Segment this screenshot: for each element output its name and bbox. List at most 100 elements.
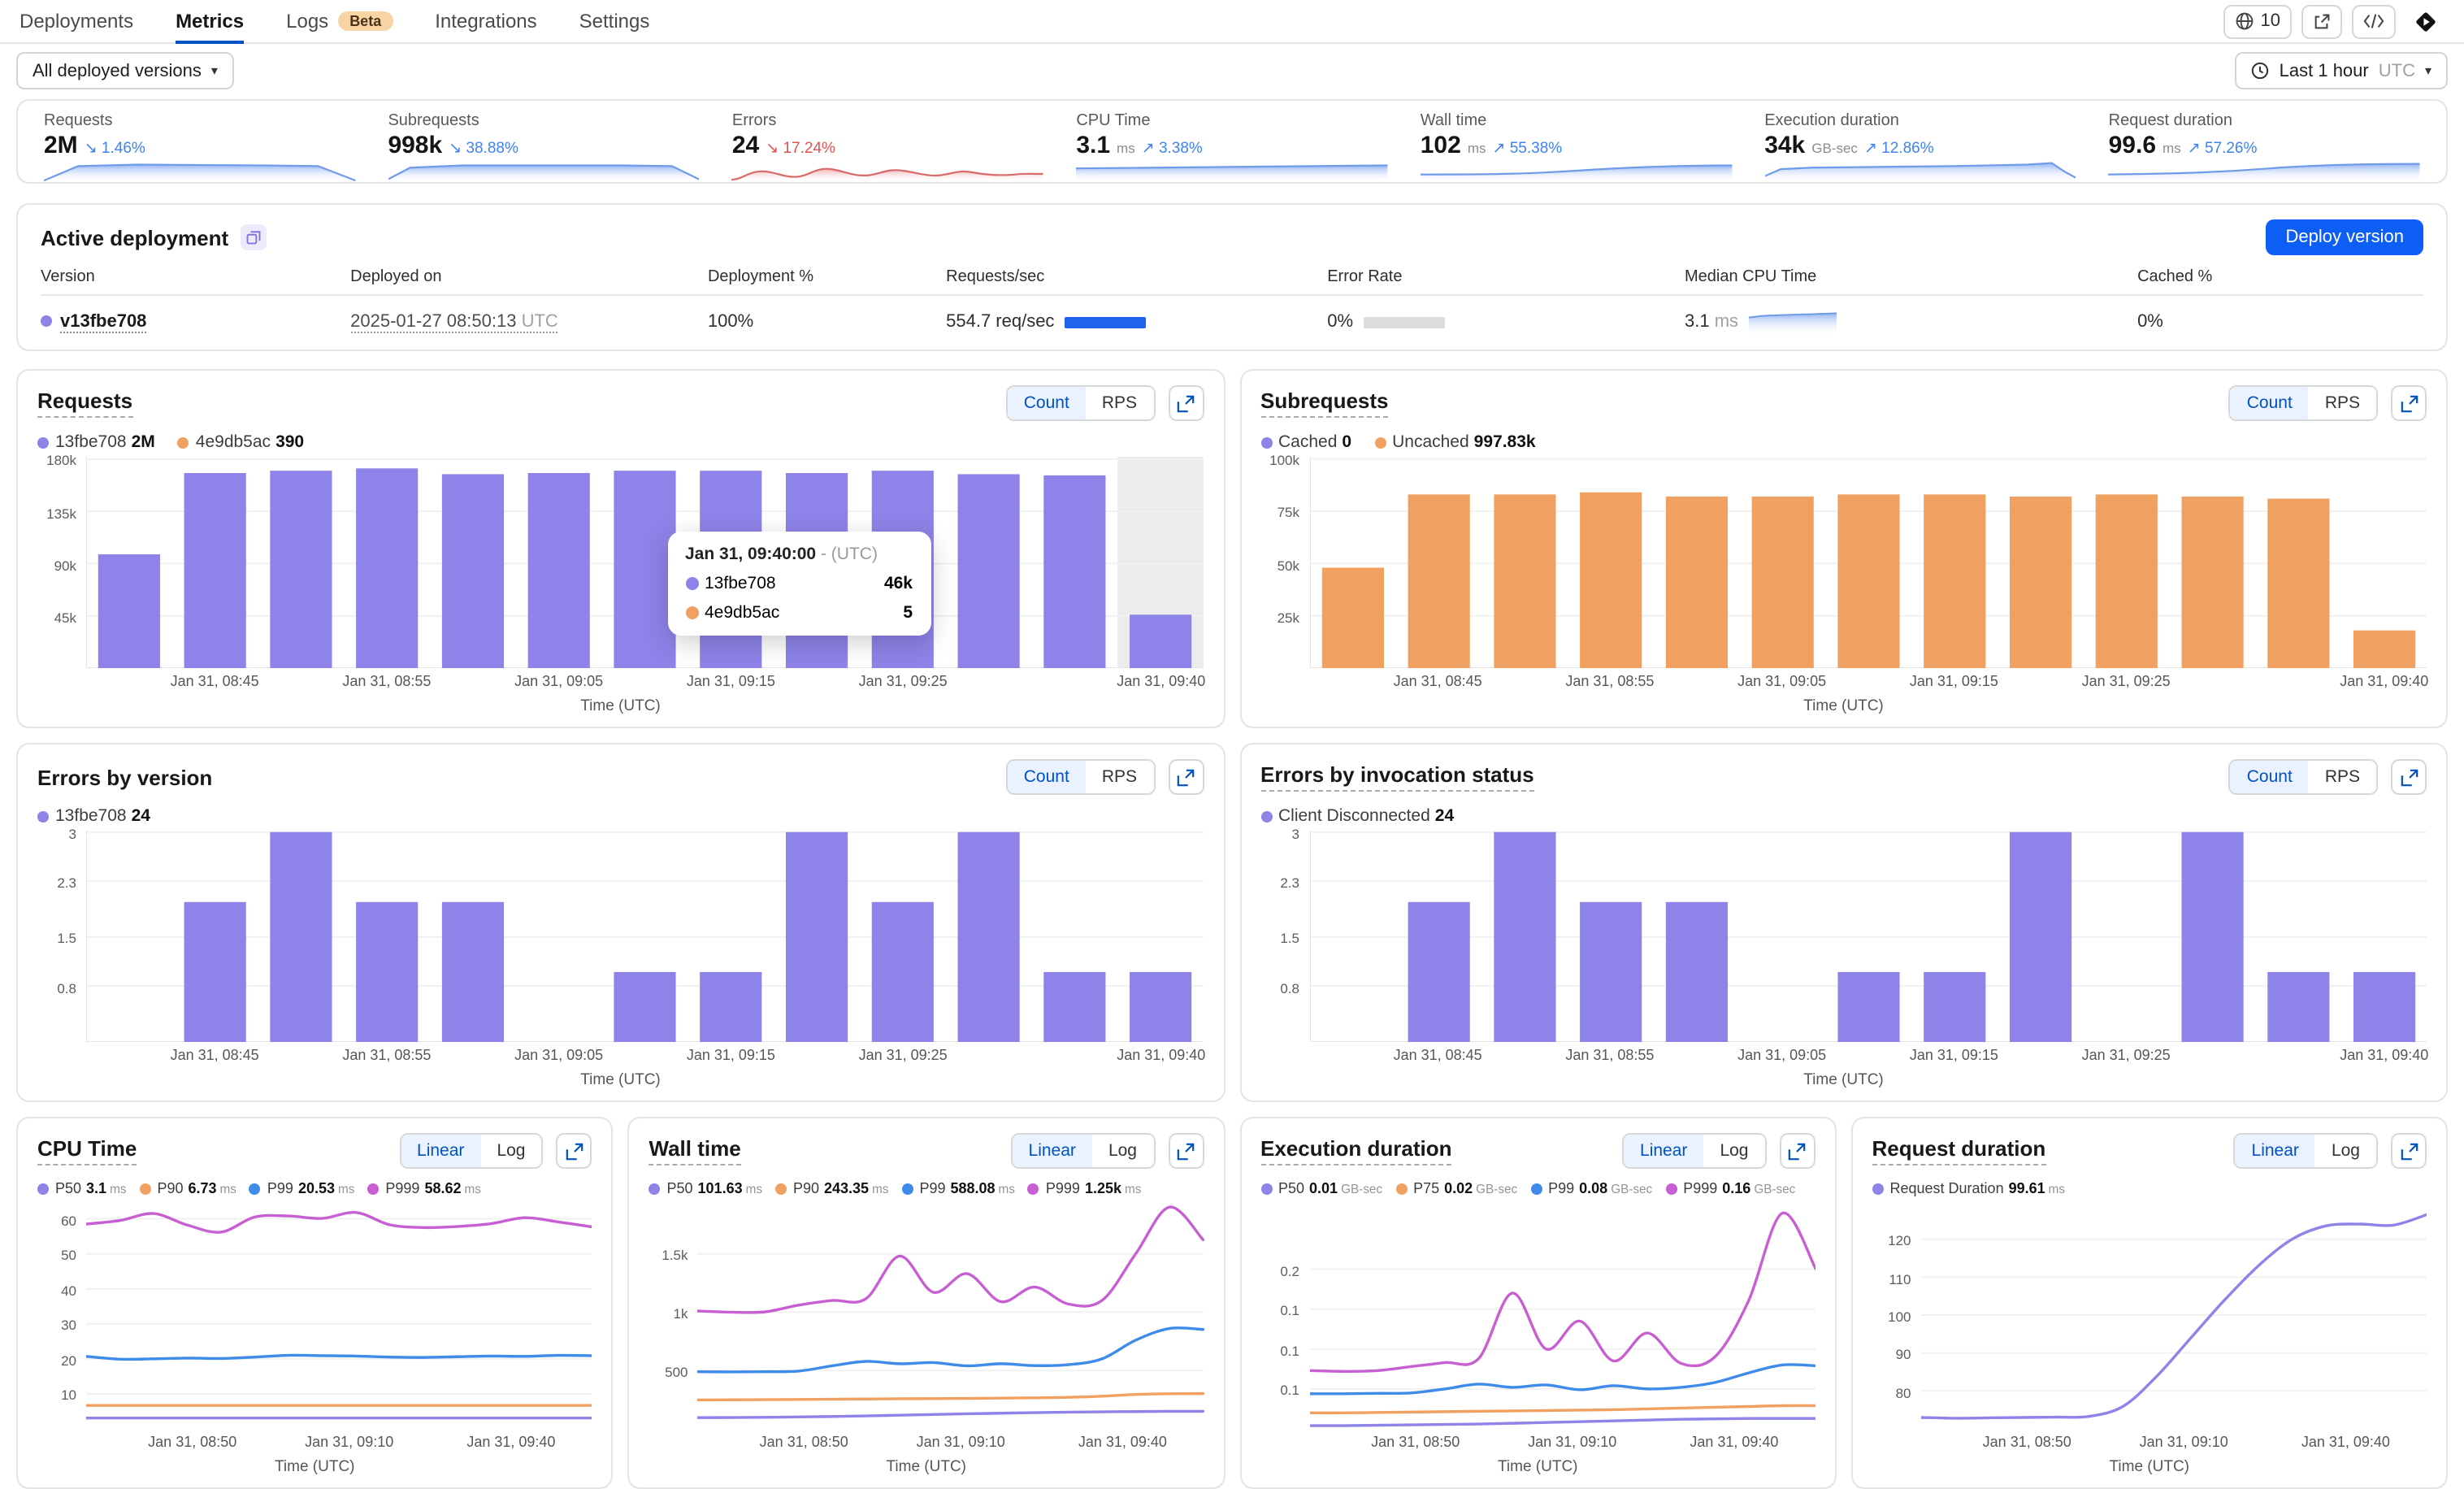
y-axis-label: 10 (61, 1387, 76, 1404)
external-link-icon (2314, 13, 2330, 28)
tab-integrations[interactable]: Integrations (435, 10, 537, 33)
toggle-count[interactable]: Count (2230, 387, 2309, 419)
sparkline (1076, 159, 1388, 182)
stat-errors: Errors 24 ↘ 17.24% (719, 112, 1056, 182)
request-duration-chart-card: Request duration Linear Log Request Dura… (1850, 1117, 2448, 1489)
stat-trend: ↗ 55.38% (1492, 140, 1563, 158)
tab-logs[interactable]: Logs Beta (286, 0, 393, 43)
y-axis-label: 0.1 (1280, 1382, 1299, 1399)
col-deployed-on: Deployed on (350, 268, 442, 286)
toggle-count[interactable]: Count (1007, 387, 1086, 419)
expand-button[interactable] (2391, 759, 2427, 795)
expand-button[interactable] (1779, 1133, 1815, 1169)
expand-button[interactable] (2391, 385, 2427, 421)
tab-deployments[interactable]: Deployments (20, 10, 134, 33)
x-axis-label: Jan 31, 08:45 (170, 673, 259, 689)
toggle-linear[interactable]: Linear (1624, 1135, 1704, 1167)
legend-item: P90 6.73 ms (139, 1180, 236, 1196)
x-axis-label: Jan 31, 08:50 (148, 1434, 237, 1450)
x-axis-label: Jan 31, 09:40 (1078, 1434, 1167, 1450)
y-axis-label: 3 (68, 825, 76, 842)
expand-icon (1177, 768, 1195, 786)
expand-icon (1177, 394, 1195, 412)
stat-value: 998k (388, 132, 443, 159)
cpu-time-chart-card: CPU Time Linear Log P50 3.1 ms P90 6.73 ms P99… (16, 1117, 614, 1489)
expand-button[interactable] (1168, 1133, 1204, 1169)
expand-button[interactable] (1168, 759, 1204, 795)
stat-label: Requests (44, 112, 113, 130)
expand-icon (2400, 1142, 2418, 1160)
routes-count: 10 (2260, 11, 2281, 31)
routes-button[interactable]: 10 (2223, 4, 2292, 38)
open-external-button[interactable] (2301, 4, 2342, 38)
chart-legend: P50 101.63 ms P90 243.35 ms P99 588.08 ms P999 1.2… (649, 1180, 1204, 1196)
toggle-rps[interactable]: RPS (1085, 387, 1153, 419)
legend-item: P75 0.02 GB-sec (1395, 1180, 1517, 1196)
summary-stats: Requests 2M ↘ 1.46% Subrequests 998k ↘ 38.… (16, 99, 2448, 184)
tab-settings[interactable]: Settings (579, 10, 650, 33)
stat-requests: Requests 2M ↘ 1.46% (31, 112, 368, 182)
x-axis-label: Jan 31, 09:10 (916, 1434, 1005, 1450)
stat-request-duration: Request duration 99.6 ms ↗ 57.26% (2096, 112, 2433, 182)
chart-plot: 0.8 1.5 2.3 3 Jan 31, 08:45 Jan 31, 08:55 Jan… (37, 826, 1205, 1063)
y-axis: 10 20 30 40 50 60 (37, 1201, 86, 1429)
api-button[interactable] (2352, 4, 2396, 38)
deployed-on-value[interactable]: 2025-01-27 08:50:13 UTC (350, 312, 558, 333)
toggle-linear[interactable]: Linear (401, 1135, 481, 1167)
time-range-dropdown[interactable]: Last 1 hour UTC ▾ (2235, 52, 2448, 89)
tab-metrics[interactable]: Metrics (176, 0, 244, 43)
toggle-log[interactable]: Log (2314, 1135, 2376, 1167)
x-axis-label: Jan 31, 09:25 (2081, 1047, 2171, 1063)
y-axis-label: 50 (61, 1247, 76, 1264)
expand-button[interactable] (1168, 385, 1204, 421)
toggle-rps[interactable]: RPS (1085, 761, 1153, 793)
legend-item: Uncached 997.83k (1374, 432, 1536, 452)
chart-title: Subrequests (1260, 389, 1389, 418)
y-axis: 80 90 100 110 120 (1872, 1201, 1921, 1429)
y-axis-label: 0.1 (1280, 1302, 1299, 1319)
toggle-count[interactable]: Count (1007, 761, 1086, 793)
x-axis-label: Jan 31, 09:10 (2139, 1434, 2228, 1450)
toggle-log[interactable]: Log (480, 1135, 542, 1167)
time-axis-label: Time (UTC) (2109, 1458, 2190, 1476)
chart-title: CPU Time (37, 1136, 137, 1166)
toggle-log[interactable]: Log (1703, 1135, 1765, 1167)
rps-cell: 554.7 req/sec (946, 312, 1327, 332)
legend-item: P99 0.08 GB-sec (1530, 1180, 1652, 1196)
legend-dot (1872, 1183, 1884, 1194)
stat-label: Wall time (1420, 112, 1487, 130)
toggle-linear[interactable]: Linear (2235, 1135, 2315, 1167)
x-axis-label: Jan 31, 09:15 (1909, 1047, 1998, 1063)
toggle-rps[interactable]: RPS (2308, 761, 2376, 793)
filter-bar: All deployed versions ▾ Last 1 hour UTC … (0, 44, 2464, 96)
expand-button[interactable] (556, 1133, 592, 1169)
y-axis-label: 1.5 (1280, 930, 1299, 947)
linear-log-toggle: Linear Log (1622, 1133, 1767, 1169)
versions-dropdown[interactable]: All deployed versions ▾ (16, 52, 234, 89)
top-nav: Deployments Metrics Logs Beta Integration… (0, 0, 2464, 44)
x-axis-label: Jan 31, 09:05 (514, 673, 604, 689)
toggle-log[interactable]: Log (1091, 1135, 1153, 1167)
toggle-linear[interactable]: Linear (1012, 1135, 1092, 1167)
sparkline (731, 159, 1044, 182)
stat-cpu-time: CPU Time 3.1 ms ↗ 3.38% (1063, 112, 1400, 182)
quick-edit-button[interactable] (2405, 4, 2444, 38)
x-axis-label: Jan 31, 08:55 (1565, 1047, 1655, 1063)
time-range-label: Last 1 hour (2279, 61, 2369, 80)
version-link[interactable]: v13fbe708 (60, 312, 147, 333)
chart-plot: 0.1 0.1 0.1 0.2 Jan 31, 08:50 Jan 31, 09:10 J… (1260, 1201, 1815, 1450)
rps-bar (1064, 316, 1146, 328)
expand-button[interactable] (2391, 1133, 2427, 1169)
col-error-rate: Error Rate (1327, 268, 1403, 286)
active-deployment-card: Active deployment Deploy version Version… (16, 203, 2448, 351)
toggle-rps[interactable]: RPS (2308, 387, 2376, 419)
toggle-count[interactable]: Count (2230, 761, 2309, 793)
y-axis-label: 90 (1895, 1346, 1911, 1363)
y-axis-label: 100k (1269, 452, 1299, 469)
line-chart (1309, 1201, 1815, 1429)
wall-time-chart-card: Wall time Linear Log P50 101.63 ms P90 243.3… (627, 1117, 1225, 1489)
legend-dot (1530, 1183, 1542, 1194)
deploy-version-button[interactable]: Deploy version (2266, 219, 2423, 255)
legend-dot (37, 810, 49, 822)
time-axis-label: Time (UTC) (1803, 697, 1884, 715)
